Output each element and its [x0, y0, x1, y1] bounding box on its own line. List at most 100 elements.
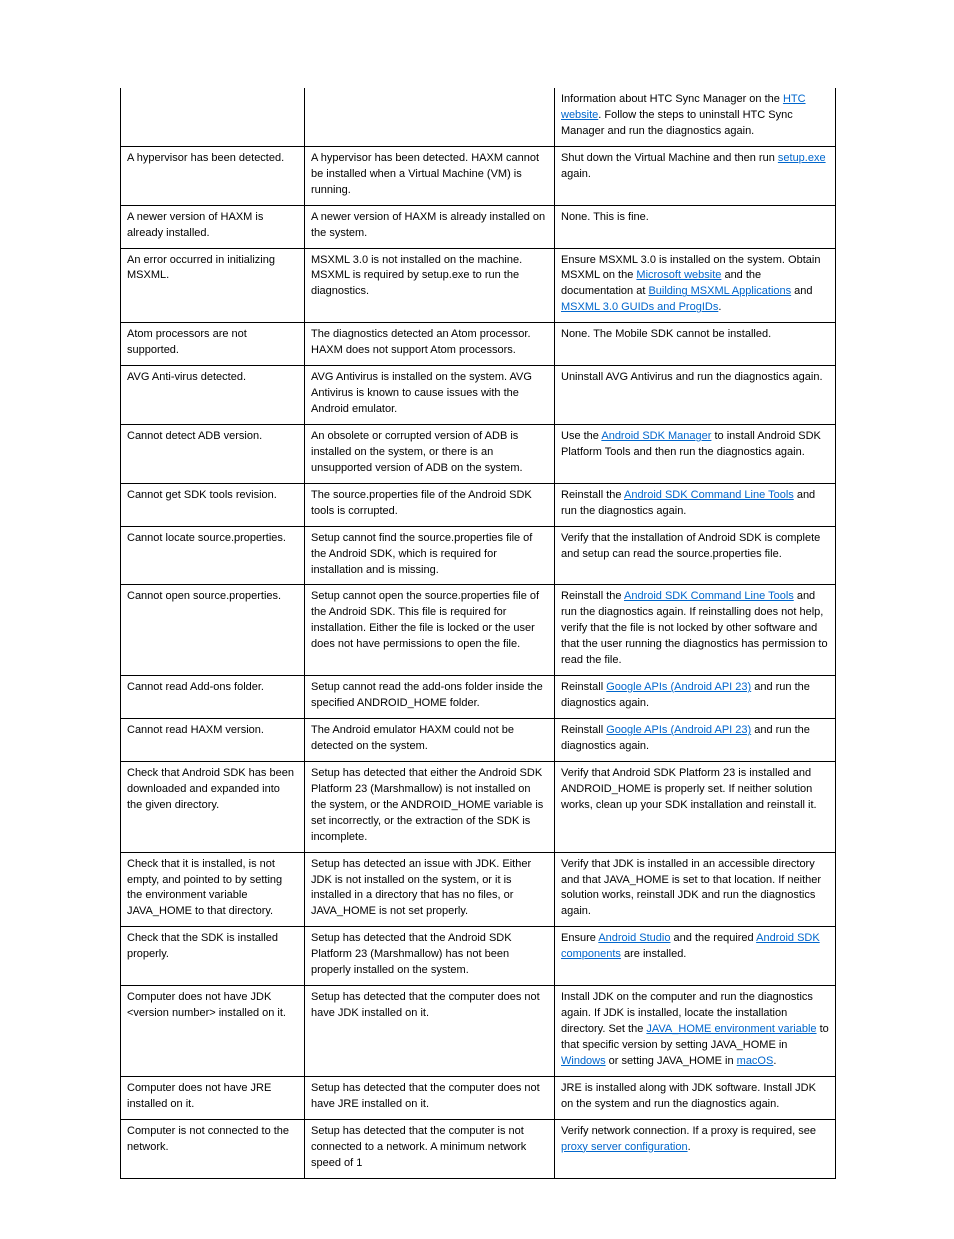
solution-text: .	[718, 301, 721, 313]
solution-cell: Reinstall Google APIs (Android API 23) a…	[555, 719, 836, 762]
description-cell: Setup cannot read the add-ons folder ins…	[305, 676, 555, 719]
solution-cell: Reinstall the Android SDK Command Line T…	[555, 585, 836, 676]
error-cell: Cannot locate source.properties.	[121, 526, 305, 585]
error-cell: An error occurred in initializing MSXML.	[121, 248, 305, 323]
solution-cell: Uninstall AVG Antivirus and run the diag…	[555, 366, 836, 425]
description-cell: Setup has detected that the computer doe…	[305, 1076, 555, 1119]
solution-cell: Ensure Android Studio and the required A…	[555, 927, 836, 986]
solution-cell: Reinstall Google APIs (Android API 23) a…	[555, 676, 836, 719]
solution-text: Reinstall the	[561, 590, 624, 602]
solution-text: Uninstall AVG Antivirus and run the diag…	[561, 371, 823, 383]
table-row: Cannot open source.properties.Setup cann…	[121, 585, 836, 676]
solution-text: .	[773, 1055, 776, 1067]
solution-cell: JRE is installed along with JDK software…	[555, 1076, 836, 1119]
error-cell: Cannot open source.properties.	[121, 585, 305, 676]
solution-cell: Verify that the installation of Android …	[555, 526, 836, 585]
table-row: Check that the SDK is installed properly…	[121, 927, 836, 986]
error-cell: Computer is not connected to the network…	[121, 1119, 305, 1178]
solution-cell: Ensure MSXML 3.0 is installed on the sys…	[555, 248, 836, 323]
solution-text: Verify network connection. If a proxy is…	[561, 1125, 816, 1137]
description-cell: Setup has detected an issue with JDK. Ei…	[305, 852, 555, 927]
solution-text: Reinstall	[561, 724, 606, 736]
table-row: Check that it is installed, is not empty…	[121, 852, 836, 927]
solution-text: again.	[561, 168, 591, 180]
solution-link[interactable]: proxy server configuration	[561, 1141, 688, 1153]
error-cell	[121, 88, 305, 146]
table-row: Cannot locate source.properties.Setup ca…	[121, 526, 836, 585]
solution-text: None. This is fine.	[561, 211, 649, 223]
table-row: A hypervisor has been detected.A hypervi…	[121, 146, 836, 205]
solution-text: Verify that Android SDK Platform 23 is i…	[561, 767, 817, 811]
description-cell: A newer version of HAXM is already insta…	[305, 205, 555, 248]
solution-cell: Verify network connection. If a proxy is…	[555, 1119, 836, 1178]
solution-cell: Reinstall the Android SDK Command Line T…	[555, 483, 836, 526]
solution-text: Shut down the Virtual Machine and then r…	[561, 152, 778, 164]
description-cell	[305, 88, 555, 146]
error-cell: Cannot get SDK tools revision.	[121, 483, 305, 526]
description-cell: Setup has detected that the computer doe…	[305, 986, 555, 1077]
error-cell: AVG Anti-virus detected.	[121, 366, 305, 425]
table-row: Cannot read HAXM version.The Android emu…	[121, 719, 836, 762]
solution-text: .	[688, 1141, 691, 1153]
description-cell: An obsolete or corrupted version of ADB …	[305, 424, 555, 483]
error-cell: Check that Android SDK has been download…	[121, 761, 305, 852]
solution-link[interactable]: Windows	[561, 1055, 606, 1067]
description-cell: The Android emulator HAXM could not be d…	[305, 719, 555, 762]
solution-link[interactable]: MSXML 3.0 GUIDs and ProgIDs	[561, 301, 718, 313]
table-row: Information about HTC Sync Manager on th…	[121, 88, 836, 146]
description-cell: A hypervisor has been detected. HAXM can…	[305, 146, 555, 205]
description-cell: Setup cannot open the source.properties …	[305, 585, 555, 676]
solution-cell: Verify that Android SDK Platform 23 is i…	[555, 761, 836, 852]
solution-link[interactable]: Google APIs (Android API 23)	[606, 681, 751, 693]
table-row: An error occurred in initializing MSXML.…	[121, 248, 836, 323]
solution-link[interactable]: setup.exe	[778, 152, 826, 164]
table-row: Atom processors are not supported.The di…	[121, 323, 836, 366]
table-row: Computer is not connected to the network…	[121, 1119, 836, 1178]
solution-link[interactable]: Building MSXML Applications	[648, 285, 791, 297]
error-cell: A hypervisor has been detected.	[121, 146, 305, 205]
table-row: Cannot detect ADB version.An obsolete or…	[121, 424, 836, 483]
solution-text: Verify that JDK is installed in an acces…	[561, 858, 821, 918]
solution-link[interactable]: Microsoft website	[636, 269, 721, 281]
solution-link[interactable]: Android SDK Manager	[601, 430, 711, 442]
table-row: AVG Anti-virus detected.AVG Antivirus is…	[121, 366, 836, 425]
error-cell: Check that the SDK is installed properly…	[121, 927, 305, 986]
solution-cell: Information about HTC Sync Manager on th…	[555, 88, 836, 146]
description-cell: AVG Antivirus is installed on the system…	[305, 366, 555, 425]
solution-link[interactable]: Google APIs (Android API 23)	[606, 724, 751, 736]
solution-text: Reinstall the	[561, 489, 624, 501]
solution-text: and the required	[670, 932, 756, 944]
solution-link[interactable]: Android Studio	[598, 932, 670, 944]
table-row: Cannot get SDK tools revision.The source…	[121, 483, 836, 526]
error-cell: Atom processors are not supported.	[121, 323, 305, 366]
solution-text: Verify that the installation of Android …	[561, 532, 820, 560]
solution-text: Information about HTC Sync Manager on th…	[561, 93, 783, 105]
table-row: Computer does not have JDK <version numb…	[121, 986, 836, 1077]
solution-cell: Install JDK on the computer and run the …	[555, 986, 836, 1077]
solution-link[interactable]: Android SDK Command Line Tools	[624, 489, 794, 501]
description-cell: Setup has detected that either the Andro…	[305, 761, 555, 852]
error-cell: Cannot read Add-ons folder.	[121, 676, 305, 719]
error-reference-table: Information about HTC Sync Manager on th…	[120, 88, 836, 1179]
description-cell: Setup has detected that the computer is …	[305, 1119, 555, 1178]
solution-text: None. The Mobile SDK cannot be installed…	[561, 328, 771, 340]
solution-cell: Shut down the Virtual Machine and then r…	[555, 146, 836, 205]
solution-text: Reinstall	[561, 681, 606, 693]
error-cell: Computer does not have JDK <version numb…	[121, 986, 305, 1077]
solution-link[interactable]: JAVA_HOME environment variable	[646, 1023, 816, 1035]
table-row: Computer does not have JRE installed on …	[121, 1076, 836, 1119]
table-row: Check that Android SDK has been download…	[121, 761, 836, 852]
description-cell: The diagnostics detected an Atom process…	[305, 323, 555, 366]
solution-cell: None. The Mobile SDK cannot be installed…	[555, 323, 836, 366]
solution-text: Use the	[561, 430, 601, 442]
error-cell: A newer version of HAXM is already insta…	[121, 205, 305, 248]
error-cell: Computer does not have JRE installed on …	[121, 1076, 305, 1119]
solution-text: and	[791, 285, 812, 297]
solution-cell: Use the Android SDK Manager to install A…	[555, 424, 836, 483]
solution-link[interactable]: macOS	[737, 1055, 774, 1067]
solution-link[interactable]: Android SDK Command Line Tools	[624, 590, 794, 602]
table-row: A newer version of HAXM is already insta…	[121, 205, 836, 248]
solution-text: are installed.	[621, 948, 686, 960]
solution-text: JRE is installed along with JDK software…	[561, 1082, 816, 1110]
error-cell: Cannot detect ADB version.	[121, 424, 305, 483]
